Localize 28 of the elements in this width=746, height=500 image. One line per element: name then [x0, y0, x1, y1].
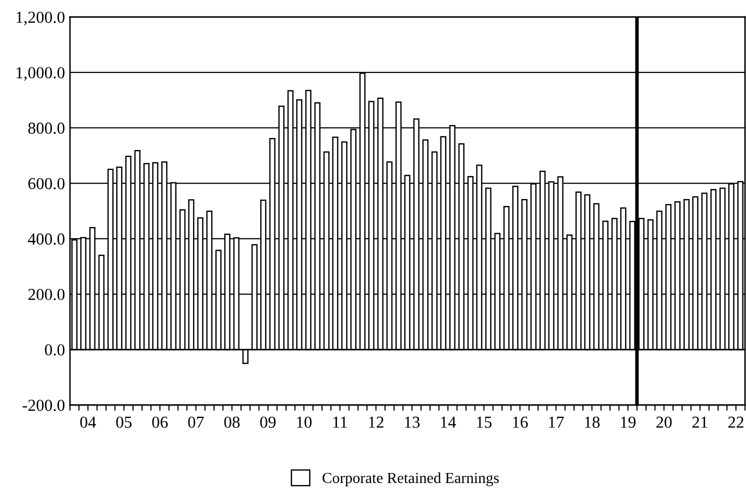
x-tick-label: 05: [116, 416, 132, 428]
x-tick-label: 06: [152, 416, 168, 428]
x-tick-label: 12: [369, 416, 384, 428]
legend-label: Corporate Retained Earnings: [322, 472, 499, 486]
y-tick-label: 1,200.0: [16, 12, 65, 26]
y-tick-label: 1,000.0: [16, 67, 65, 81]
y-tick-label: 800.0: [28, 122, 65, 134]
x-tick-label: 15: [477, 416, 492, 428]
y-tick-label: 600.0: [28, 178, 65, 190]
x-tick-label: 07: [188, 416, 204, 428]
x-tick-label: 18: [585, 416, 600, 428]
x-tick-label: 10: [297, 416, 312, 428]
x-tick-label: 04: [80, 416, 96, 428]
x-tick-label: 17: [549, 416, 564, 428]
x-tick-label: 09: [260, 416, 276, 428]
y-tick-label: -200.0: [22, 400, 65, 412]
x-tick-label: 19: [621, 416, 636, 428]
x-tick-label: 20: [656, 416, 672, 428]
x-tick-label: 08: [224, 416, 240, 428]
y-tick-label: 400.0: [28, 233, 65, 245]
x-tick-label: 22: [728, 416, 744, 428]
x-tick-label: 21: [692, 416, 708, 428]
y-tick-label: 200.0: [28, 288, 65, 300]
x-tick-label: 13: [405, 416, 420, 428]
x-tick-label: 14: [441, 416, 456, 428]
y-tick-label: 0.0: [44, 344, 65, 356]
x-tick-label: 16: [513, 416, 528, 428]
x-tick-label: 11: [333, 416, 347, 428]
